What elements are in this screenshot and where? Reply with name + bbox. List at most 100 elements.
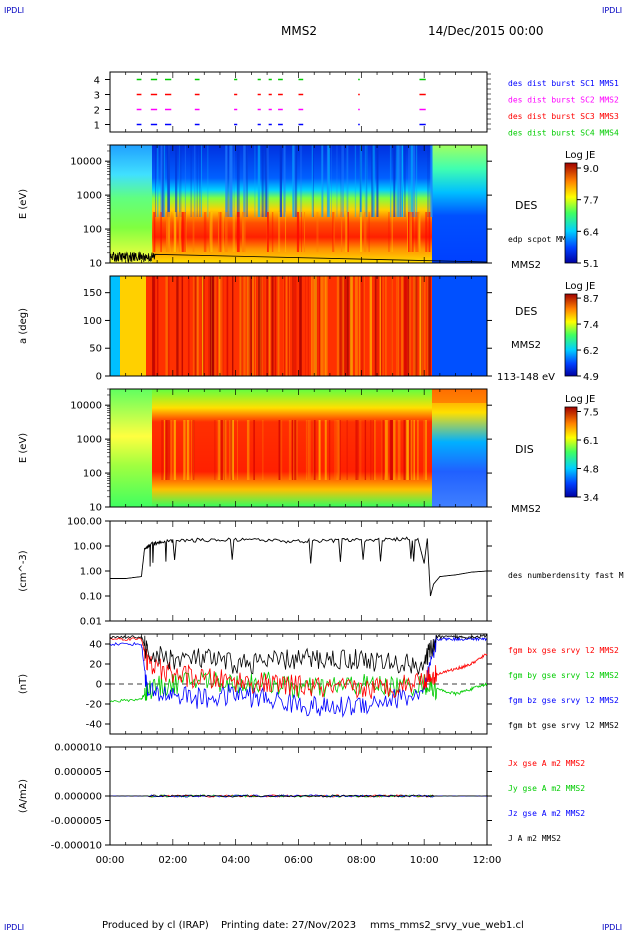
des-energy-texture (398, 145, 401, 217)
des-energy-texture (415, 212, 418, 252)
des-pitch-colorbar-title: Log JE (565, 281, 595, 292)
des-pitch-texture (390, 276, 392, 376)
des-pitch-ylabel: a (deg) (18, 308, 29, 344)
current-ytick-label: 0.000005 (54, 767, 102, 778)
des-pitch-texture (156, 276, 159, 376)
des-pitch-texture (265, 276, 269, 376)
dis-energy-texture (293, 420, 295, 480)
footer-file: mms_mms2_srvy_vue_web1.cl (370, 920, 524, 931)
dis-energy-ytick-label: 10000 (70, 401, 102, 412)
dis-energy-texture (329, 420, 331, 480)
des-energy-texture (224, 212, 228, 252)
des-pitch-texture (165, 276, 169, 376)
des-pitch-texture (325, 276, 328, 376)
des-pitch-texture (359, 276, 361, 376)
footer-printing-date: Printing date: 27/Nov/2023 (221, 920, 356, 931)
time-tick-label: 12:00 (473, 855, 502, 866)
des-energy-ytick-label: 10 (89, 259, 102, 270)
des-energy-ytick-label: 100 (83, 225, 102, 236)
dis-energy-texture (334, 420, 336, 480)
time-axis: 00:00 02:00 04:00 06:00 08:00 10:00 12:00 (96, 72, 502, 866)
des-energy-texture (412, 145, 416, 217)
dis-energy-texture (294, 420, 297, 480)
des-energy-texture (207, 145, 209, 217)
des-energy-texture (210, 212, 213, 252)
dis-energy-texture (374, 420, 376, 480)
des-energy-texture (311, 145, 313, 217)
des-energy-texture (372, 145, 375, 217)
des-energy-texture (196, 145, 198, 217)
des-pitch-texture (251, 276, 255, 376)
des-energy-texture (407, 145, 411, 217)
des-pitch-texture (152, 276, 156, 376)
des-energy-texture (175, 145, 178, 217)
des-pitch-texture (258, 276, 261, 376)
des-energy-texture (244, 212, 246, 252)
des-energy-panel: 10 100 1000 10000 E (eV) DES edp scpot MMS2… (18, 144, 599, 271)
des-pitch-label-energy: 113-148 eV (497, 372, 555, 383)
des-energy-ytick-label: 1000 (77, 191, 102, 202)
des-pitch-texture (192, 276, 195, 376)
des-pitch-texture (295, 276, 297, 376)
des-pitch-texture (285, 276, 288, 376)
des-pitch-texture (400, 276, 404, 376)
des-pitch-texture (318, 276, 322, 376)
des-energy-texture (399, 145, 401, 217)
des-pitch-texture (268, 276, 271, 376)
dis-energy-texture (214, 420, 216, 480)
des-pitch-colorbar-tick-label: 4.9 (583, 372, 599, 383)
des-pitch-texture (260, 276, 263, 376)
des-pitch-texture (404, 276, 407, 376)
des-energy-texture (427, 145, 430, 217)
current-ytick-label: -0.000010 (51, 841, 102, 852)
des-pitch-texture (404, 276, 408, 376)
des-pitch-texture (423, 276, 426, 376)
dis-energy-texture (237, 420, 238, 480)
des-energy-texture (331, 145, 332, 217)
dis-energy-texture (307, 420, 310, 480)
des-energy-label-sc: MMS2 (511, 260, 541, 271)
des-energy-texture (263, 145, 265, 217)
dis-energy-texture (171, 420, 173, 480)
des-energy-texture (236, 145, 239, 217)
des-pitch-texture (239, 276, 241, 376)
des-pitch-texture (403, 276, 405, 376)
des-pitch-texture (419, 276, 422, 376)
magnetic-field-series-line (109, 634, 488, 718)
magnetic-field-ytick-label: 40 (89, 640, 102, 651)
des-energy-texture (201, 145, 203, 217)
des-energy-texture (417, 212, 420, 252)
dis-energy-texture (406, 420, 409, 480)
dis-energy-texture (308, 420, 311, 480)
des-pitch-texture (396, 276, 398, 376)
des-pitch-texture (305, 276, 306, 376)
des-energy-texture (363, 212, 367, 252)
des-pitch-texture (346, 276, 349, 376)
burst-ytick-label: 2 (94, 106, 100, 117)
dis-energy-texture (184, 420, 186, 480)
dis-energy-texture (364, 420, 367, 480)
des-energy-texture (346, 145, 348, 217)
current-legend-entry: Jx gse A m2 MMS2 (508, 759, 585, 768)
des-pitch-texture (167, 276, 170, 376)
des-energy-texture (181, 212, 184, 252)
dis-energy-texture (188, 420, 190, 480)
des-pitch-texture (374, 276, 377, 376)
des-energy-texture (359, 145, 363, 217)
plot-date: 14/Dec/2015 00:00 (428, 24, 544, 38)
des-energy-texture (366, 145, 368, 217)
des-energy-texture (225, 145, 228, 217)
des-pitch-texture (382, 276, 385, 376)
dis-energy-colorbar-gradient (564, 406, 578, 498)
dis-energy-texture (417, 420, 419, 480)
des-energy-texture (193, 145, 196, 217)
des-energy-texture (165, 212, 168, 252)
des-pitch-texture (240, 276, 243, 376)
des-pitch-texture (265, 276, 267, 376)
dis-energy-texture (357, 420, 359, 480)
burst-legend-entry: des dist burst SC2 MMS2 (508, 96, 619, 105)
burst-legend-entry: des dist burst SC1 MMS1 (508, 79, 619, 88)
des-pitch-texture (277, 276, 279, 376)
des-energy-texture (299, 145, 303, 217)
des-energy-texture (390, 145, 391, 217)
